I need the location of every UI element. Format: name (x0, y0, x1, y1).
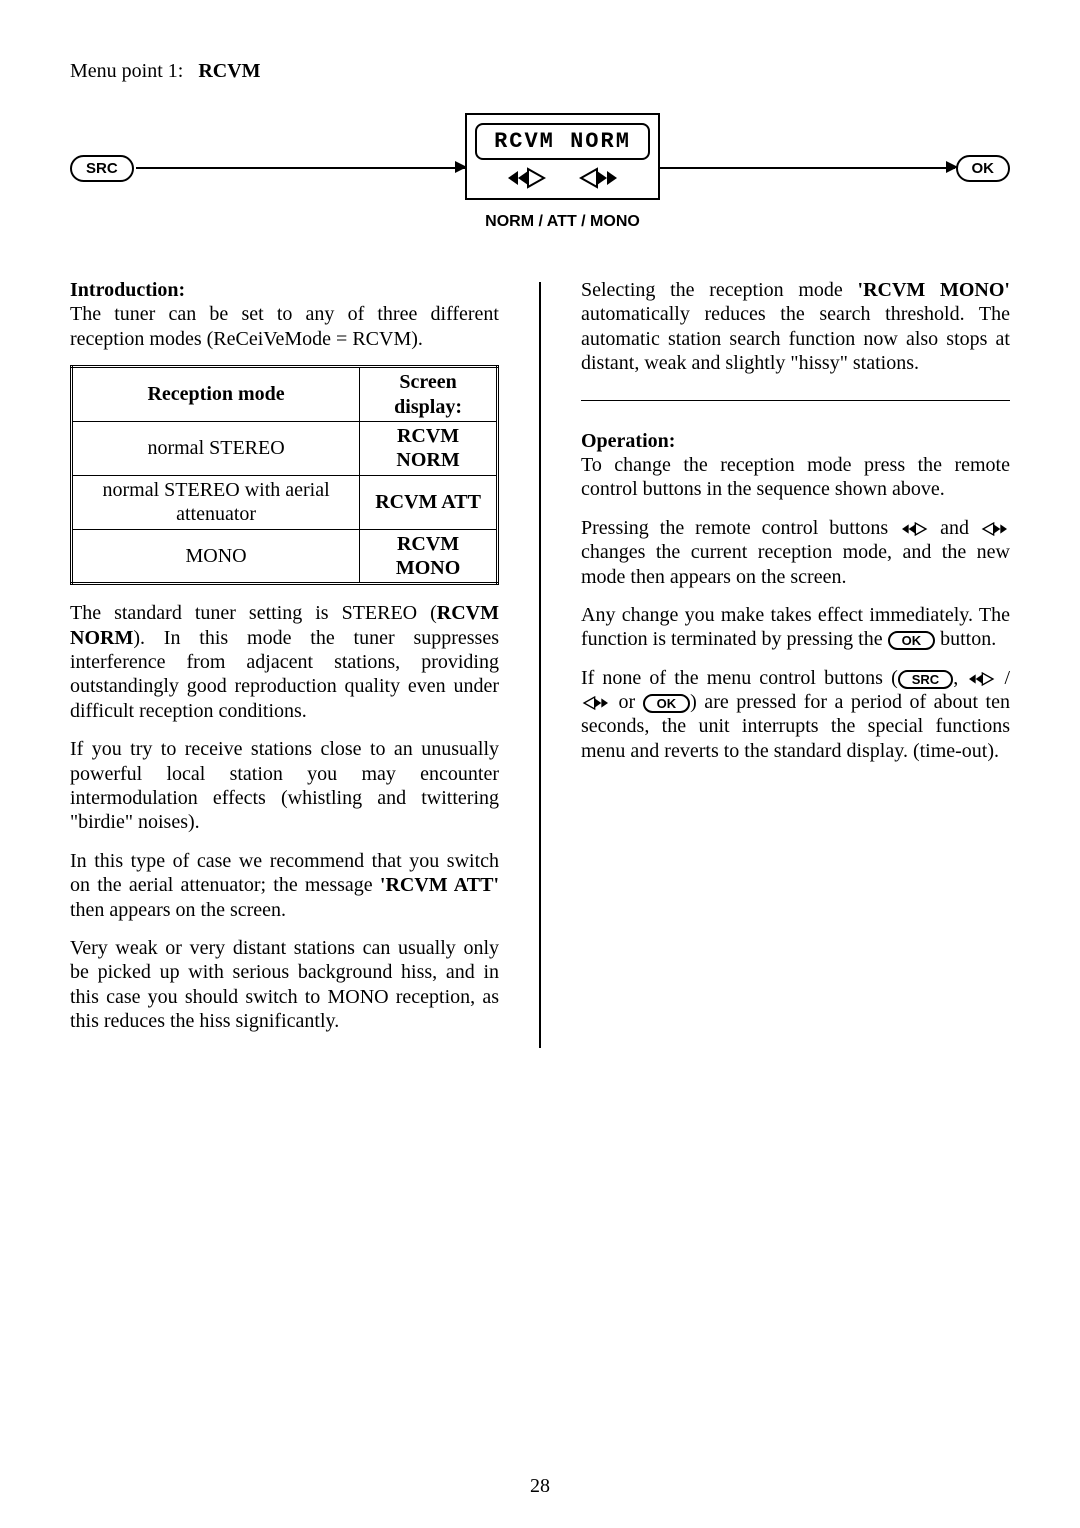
paragraph: Pressing the remote control buttons and … (581, 516, 1010, 589)
introduction-heading: Introduction: (70, 279, 185, 301)
menu-point-line: Menu point 1: RCVM (70, 60, 1010, 83)
paragraph: If you try to receive stations close to … (70, 737, 499, 835)
paragraph: Very weak or very distant stations can u… (70, 936, 499, 1034)
operation-intro: To change the reception mode press the r… (581, 454, 1010, 500)
paragraph: Selecting the reception mode 'RCVM MONO'… (581, 278, 1010, 376)
table-cell: MONO (72, 529, 360, 584)
flow why-diagram: SRC RCVM NORM (70, 113, 1010, 258)
table-cell: normal STEREO (72, 421, 360, 475)
section-rule (581, 400, 1010, 401)
arrow-line-right (660, 167, 955, 169)
table-header-mode: Reception mode (72, 367, 360, 422)
column-divider (539, 282, 541, 1048)
src-button-inline: SRC (898, 670, 953, 689)
operation-heading: Operation: (581, 430, 675, 452)
ok-button-inline: OK (643, 694, 691, 713)
intro-text: The tuner can be set to any of three dif… (70, 303, 499, 349)
menu-point-label: Menu point 1: (70, 60, 183, 82)
reception-mode-table: Reception mode Screen display: normal ST… (70, 365, 499, 585)
src-button[interactable]: SRC (70, 155, 134, 182)
screen-text: RCVM NORM (475, 123, 650, 160)
rewind-icon (899, 517, 929, 539)
menu-title: RCVM (198, 60, 260, 82)
table-cell: RCVM MONO (360, 529, 498, 584)
forward-icon (980, 517, 1010, 539)
table-header-display: Screen display: (360, 367, 498, 422)
paragraph: The standard tuner setting is STEREO (RC… (70, 601, 499, 723)
rewind-icon[interactable] (506, 166, 546, 190)
table-cell: RCVM ATT (360, 475, 498, 529)
forward-терicon[interactable] (579, 166, 619, 190)
forward-icon (581, 691, 611, 713)
paragraph: In this type of case we recommend that y… (70, 849, 499, 922)
rewind-icon (966, 667, 996, 689)
left-column: Introduction: The tuner can be set to an… (70, 278, 499, 1048)
table-cell: RCVM NORM (360, 421, 498, 475)
screen-box: RCVM NORM (465, 113, 660, 200)
page-number: 28 (0, 1475, 1080, 1498)
ok-button-inline: OK (888, 631, 936, 650)
options-label: NORM / ATT / MONO (465, 213, 660, 231)
right-column: Selecting the reception mode 'RCVM MONO'… (581, 278, 1010, 1048)
table-cell: normal STEREO with aerial attenuator (72, 475, 360, 529)
ok-button[interactable]: OK (956, 155, 1011, 182)
paragraph: Any change you make takes effect immedia… (581, 603, 1010, 652)
paragraph: If none of the menu control buttons (SRC… (581, 666, 1010, 764)
arrow-line-left (136, 167, 465, 169)
